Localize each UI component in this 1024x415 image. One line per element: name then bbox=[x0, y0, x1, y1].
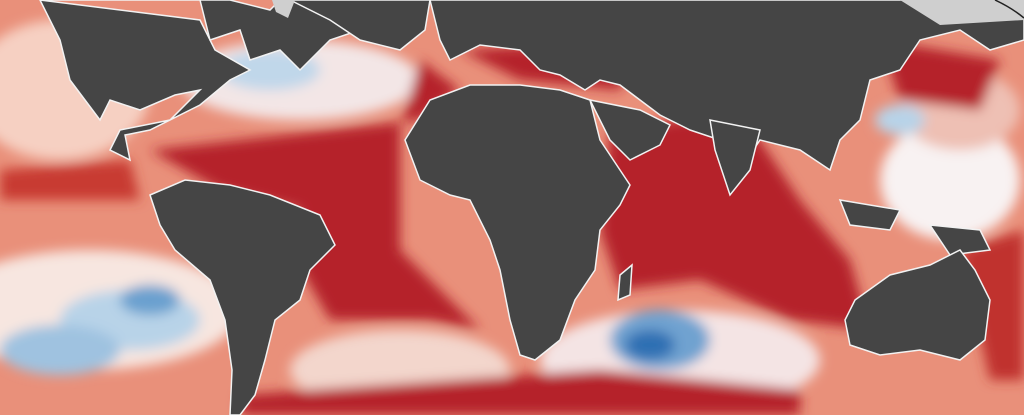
south-america bbox=[149, 179, 336, 415]
madagascar bbox=[617, 263, 633, 302]
islands bbox=[838, 199, 902, 231]
arabia bbox=[588, 98, 672, 161]
australia bbox=[844, 249, 991, 361]
north-america bbox=[39, 0, 381, 162]
map-border bbox=[994, 0, 1024, 19]
africa bbox=[404, 84, 631, 361]
new-guinea bbox=[928, 224, 992, 256]
anomaly-field bbox=[0, 20, 1024, 415]
india bbox=[709, 119, 761, 197]
ice bbox=[272, 0, 1024, 25]
greenland bbox=[289, 0, 431, 51]
land bbox=[39, 0, 1024, 415]
